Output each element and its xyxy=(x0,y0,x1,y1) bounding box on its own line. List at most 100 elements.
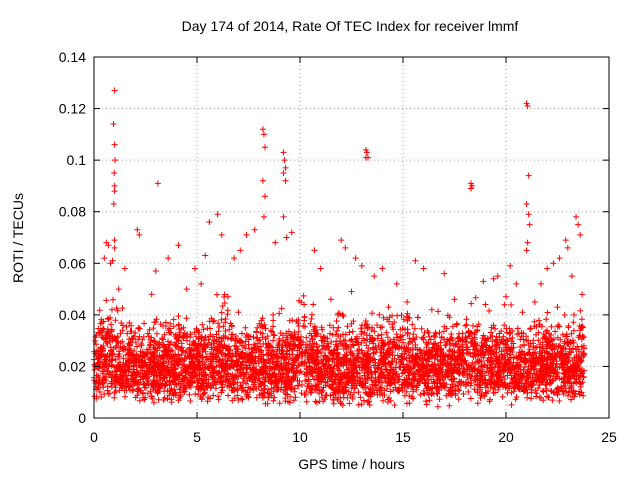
data-point xyxy=(111,237,118,244)
data-point xyxy=(568,273,575,280)
data-point xyxy=(231,255,238,262)
data-point xyxy=(327,296,334,303)
data-point xyxy=(467,180,474,187)
data-point xyxy=(280,170,287,177)
data-point xyxy=(202,252,209,259)
data-point xyxy=(112,157,119,164)
data-point xyxy=(272,239,279,246)
x-axis-label: GPS time / hours xyxy=(298,456,405,472)
data-point xyxy=(451,296,458,303)
data-point xyxy=(469,182,476,189)
x-tick-label: 10 xyxy=(292,429,308,445)
data-point xyxy=(243,231,250,238)
data-point xyxy=(261,144,268,151)
data-point xyxy=(420,265,427,272)
data-point xyxy=(519,309,526,316)
data-point xyxy=(531,298,538,305)
data-point xyxy=(280,149,287,156)
data-point xyxy=(282,164,289,171)
data-point xyxy=(358,262,365,269)
data-point xyxy=(428,306,435,313)
data-point xyxy=(237,247,244,254)
data-point xyxy=(467,185,474,192)
x-tick-label: 25 xyxy=(601,429,617,445)
plot-frame xyxy=(93,56,610,419)
y-tick-label: 0.02 xyxy=(59,358,86,374)
data-point xyxy=(573,213,580,220)
data-point xyxy=(523,100,530,107)
data-point xyxy=(224,293,231,300)
data-point xyxy=(482,301,489,308)
data-point xyxy=(524,239,531,246)
data-point xyxy=(538,280,545,287)
data-point xyxy=(311,247,318,254)
data-point xyxy=(507,262,514,269)
data-point xyxy=(111,170,118,177)
data-point xyxy=(175,242,182,249)
y-axis-label: ROTI / TECUs xyxy=(10,193,26,283)
y-tick-label: 0.04 xyxy=(59,307,86,323)
data-point xyxy=(363,149,370,156)
data-point xyxy=(259,177,266,184)
data-point xyxy=(385,304,392,311)
data-point xyxy=(260,131,267,138)
data-point xyxy=(317,265,324,272)
data-point xyxy=(281,157,288,164)
data-point xyxy=(554,304,561,311)
data-point xyxy=(111,188,118,195)
data-point xyxy=(259,126,266,133)
data-point xyxy=(524,102,531,109)
dense-data-band xyxy=(91,291,588,410)
data-point xyxy=(109,257,116,264)
data-point xyxy=(115,286,122,293)
data-point xyxy=(111,87,118,94)
y-tick-label: 0.06 xyxy=(59,255,86,271)
chart-title: Day 174 of 2014, Rate Of TEC Index for r… xyxy=(181,18,519,34)
y-tick-label: 0.08 xyxy=(59,204,86,220)
data-point xyxy=(218,231,225,238)
data-point xyxy=(288,229,295,236)
data-point xyxy=(301,301,308,308)
data-point xyxy=(503,293,509,300)
data-point xyxy=(283,234,290,241)
data-point xyxy=(494,273,501,280)
data-layer xyxy=(91,87,588,410)
data-point xyxy=(105,242,112,249)
data-point xyxy=(111,244,118,251)
data-point xyxy=(260,213,267,220)
data-point xyxy=(362,146,369,153)
data-point xyxy=(261,193,268,200)
data-point xyxy=(441,270,448,277)
data-point xyxy=(154,180,161,187)
data-point xyxy=(544,265,551,272)
data-point xyxy=(136,231,143,238)
y-tick-label: 0.14 xyxy=(59,49,86,65)
data-point xyxy=(525,172,532,179)
data-point xyxy=(134,226,141,233)
x-tick-label: 0 xyxy=(90,429,98,445)
data-point xyxy=(564,244,571,251)
data-point xyxy=(282,177,289,184)
axis-layer: 0 5 10 15 20 25 0 0.02 0.04 0.06 0.08 0.1 0.12 0.14 xyxy=(59,49,617,445)
data-point xyxy=(379,265,386,272)
data-point xyxy=(251,226,258,233)
y-tick-label: 0.1 xyxy=(67,152,87,168)
x-tick-label: 15 xyxy=(395,429,411,445)
y-tick-label: 0.12 xyxy=(59,101,86,117)
data-point xyxy=(523,247,530,254)
data-point xyxy=(412,257,419,264)
data-point xyxy=(550,260,557,267)
data-point xyxy=(526,221,533,228)
data-point xyxy=(404,298,411,305)
data-point xyxy=(206,219,213,226)
data-point xyxy=(148,291,155,298)
data-point xyxy=(525,211,532,218)
y-tick-label: 0 xyxy=(78,410,86,426)
data-point xyxy=(101,255,108,262)
data-point xyxy=(562,237,569,244)
data-point xyxy=(111,182,118,189)
data-point xyxy=(523,200,530,207)
x-tick-label: 5 xyxy=(193,429,201,445)
